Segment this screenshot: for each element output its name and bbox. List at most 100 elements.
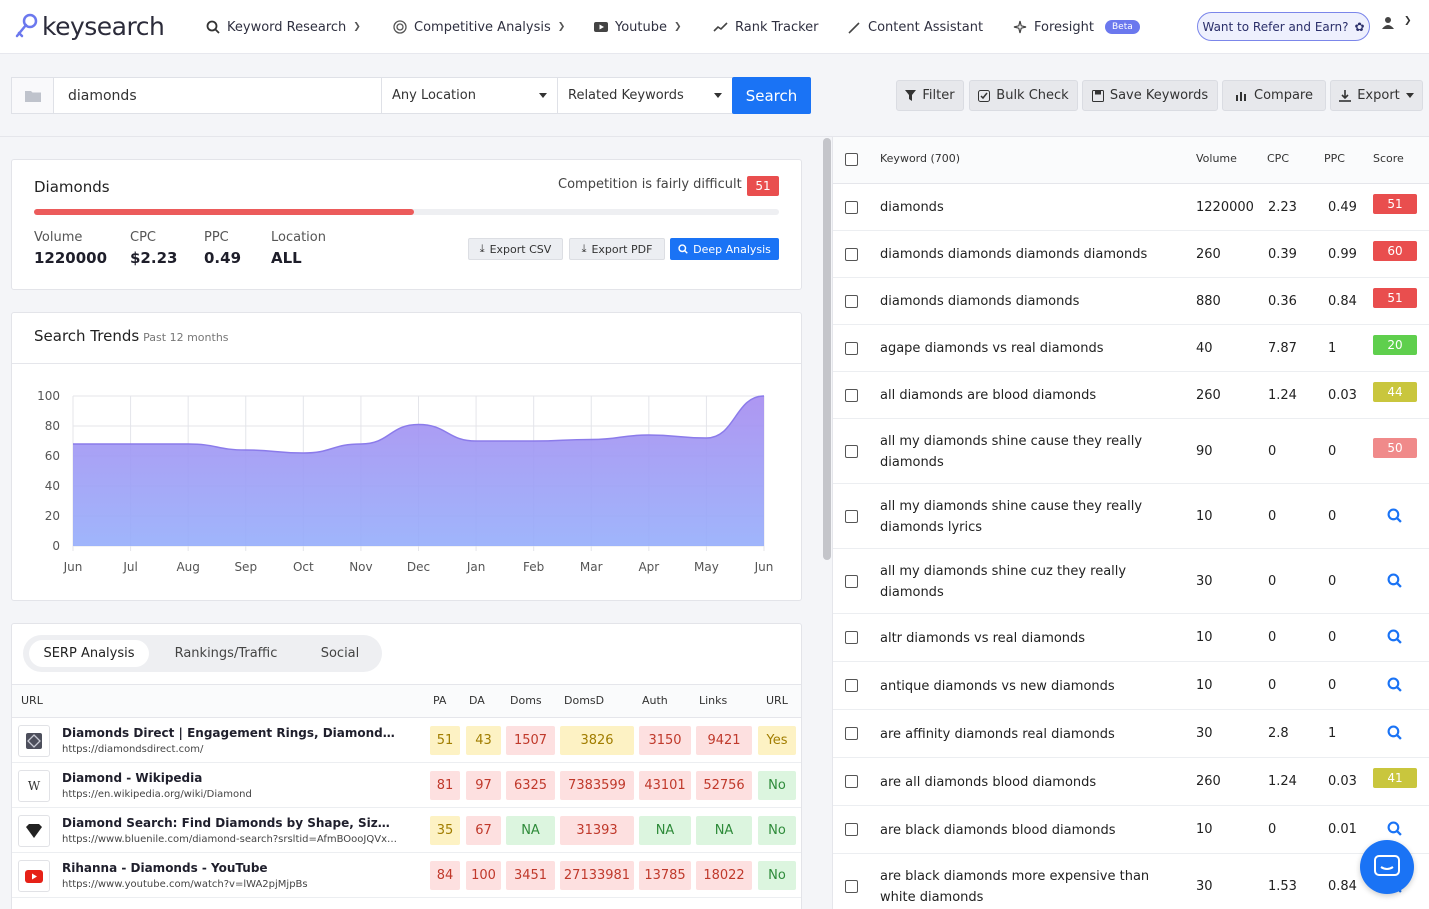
serp-row: Diamonds Direct | Engagement Rings, Diam… <box>12 718 801 763</box>
serp-result-url[interactable]: https://www.youtube.com/watch?v=lWA2pjMj… <box>62 879 308 890</box>
compare-button[interactable]: Compare <box>1222 80 1326 111</box>
keyword-row[interactable]: antique diamonds vs new diamonds 10 0 0 <box>833 662 1429 710</box>
gift-icon: ✿ <box>1354 19 1365 34</box>
serp-result-title[interactable]: Diamond Search: Find Diamonds by Shape, … <box>62 816 397 830</box>
col-keyword[interactable]: Keyword (700) <box>880 152 961 165</box>
row-checkbox[interactable] <box>845 879 858 893</box>
row-checkbox[interactable] <box>845 388 858 402</box>
keyword-text[interactable]: agape diamonds vs real diamonds <box>880 341 1104 356</box>
folder-button[interactable] <box>12 78 54 113</box>
serp-result-url[interactable]: https://diamondsdirect.com/ <box>62 744 204 755</box>
check-score-button[interactable] <box>1387 573 1402 592</box>
tab-social[interactable]: Social <box>320 646 360 661</box>
nav-foresight[interactable]: Foresight Beta <box>1013 0 1140 54</box>
search-icon <box>1387 725 1402 740</box>
app-logo[interactable]: keysearch <box>14 10 165 42</box>
export-pdf-button[interactable]: ⤓ Export PDF <box>569 238 665 260</box>
row-checkbox[interactable] <box>845 509 858 523</box>
keyword-row[interactable]: are black diamonds blood diamonds 10 0 0.01 <box>833 806 1429 854</box>
col-domsd: DomsD <box>564 694 605 707</box>
nav-rank-tracker[interactable]: Rank Tracker <box>713 0 819 54</box>
keyword-text[interactable]: all diamonds are blood diamonds <box>880 388 1097 403</box>
keyword-row[interactable]: diamonds 1220000 2.23 0.49 51 <box>833 184 1429 231</box>
select-all-checkbox[interactable] <box>845 153 858 166</box>
row-checkbox[interactable] <box>845 200 858 214</box>
chat-support-button[interactable] <box>1360 840 1414 894</box>
row-checkbox[interactable] <box>845 294 858 308</box>
x-tick-label: Jan <box>466 560 486 574</box>
col-volume[interactable]: Volume <box>1196 152 1237 165</box>
filter-button[interactable]: Filter <box>896 80 964 111</box>
keyword-text[interactable]: all my diamonds shine cause they really … <box>880 433 1143 470</box>
keyword-text[interactable]: diamonds <box>880 200 944 215</box>
keyword-text[interactable]: all my diamonds shine cause they really … <box>880 498 1143 535</box>
refer-earn-button[interactable]: Want to Refer and Earn? ✿ <box>1197 12 1370 41</box>
nav-youtube[interactable]: Youtube ❯ <box>594 0 682 54</box>
check-score-button[interactable] <box>1387 629 1402 648</box>
user-menu[interactable]: ❯ <box>1382 16 1412 29</box>
serp-result-url[interactable]: https://en.wikipedia.org/wiki/Diamond <box>62 789 252 800</box>
nav-competitive-analysis[interactable]: Competitive Analysis ❯ <box>393 0 565 54</box>
keyword-row[interactable]: agape diamonds vs real diamonds 40 7.87 1 20 <box>833 325 1429 372</box>
search-button[interactable]: Search <box>732 77 811 114</box>
keyword-row[interactable]: are black diamonds more expensive than w… <box>833 854 1429 909</box>
mode-select[interactable]: Related Keywords <box>557 78 732 113</box>
keyword-row[interactable]: all my diamonds shine cause they really … <box>833 484 1429 549</box>
location-select[interactable]: Any Location <box>381 78 557 113</box>
keyword-row[interactable]: diamonds diamonds diamonds diamonds 260 0.… <box>833 231 1429 278</box>
left-panel-scrollbar[interactable] <box>823 138 831 560</box>
keyword-text[interactable]: diamonds diamonds diamonds diamonds <box>880 247 1148 262</box>
keyword-row[interactable]: all my diamonds shine cause they really … <box>833 419 1429 484</box>
tab-rankings-traffic[interactable]: Rankings/Traffic <box>174 646 278 661</box>
col-cpc[interactable]: CPC <box>1267 152 1289 165</box>
keyword-text[interactable]: diamonds diamonds diamonds <box>880 294 1080 309</box>
keyword-text[interactable]: are affinity diamonds real diamonds <box>880 726 1115 742</box>
keyword-row[interactable]: are all diamonds blood diamonds 260 1.24 0.… <box>833 758 1429 806</box>
check-score-button[interactable] <box>1387 677 1402 696</box>
tab-serp-analysis[interactable]: SERP Analysis <box>29 640 149 667</box>
serp-result-title[interactable]: Diamond - Wikipedia <box>62 771 203 785</box>
keyword-row[interactable]: all my diamonds shine cuz they really di… <box>833 549 1429 614</box>
row-checkbox[interactable] <box>845 631 858 644</box>
keyword-text[interactable]: altr diamonds vs real diamonds <box>880 630 1086 646</box>
export-csv-button[interactable]: ⤓ Export CSV <box>468 238 563 260</box>
keyword-score-badge: 51 <box>1373 193 1417 214</box>
keyword-text[interactable]: antique diamonds vs new diamonds <box>880 678 1115 694</box>
bulk-check-button[interactable]: Bulk Check <box>969 80 1078 111</box>
row-checkbox[interactable] <box>845 679 858 692</box>
row-checkbox[interactable] <box>845 247 858 261</box>
row-checkbox[interactable] <box>845 775 858 788</box>
export-pdf-label: Export PDF <box>591 242 653 256</box>
row-checkbox[interactable] <box>845 444 858 458</box>
row-checkbox[interactable] <box>845 823 858 836</box>
check-score-button[interactable] <box>1387 821 1402 840</box>
serp-result-url[interactable]: https://www.bluenile.com/diamond-search?… <box>62 834 397 845</box>
col-pa: PA <box>433 694 447 707</box>
row-checkbox[interactable] <box>845 727 858 740</box>
row-checkbox[interactable] <box>845 341 858 355</box>
keyword-text[interactable]: are black diamonds more expensive than w… <box>880 868 1150 905</box>
keyword-text[interactable]: are all diamonds blood diamonds <box>880 774 1097 790</box>
col-ppc[interactable]: PPC <box>1324 152 1345 165</box>
serp-result-title[interactable]: Diamonds Direct | Engagement Rings, Diam… <box>62 726 397 740</box>
keyword-row[interactable]: altr diamonds vs real diamonds 10 0 0 <box>833 614 1429 662</box>
keyword-text[interactable]: are black diamonds blood diamonds <box>880 822 1116 838</box>
keyword-row[interactable]: diamonds diamonds diamonds 880 0.36 0.84 51 <box>833 278 1429 325</box>
x-tick-label: Jun <box>754 560 774 574</box>
keyword-text[interactable]: all my diamonds shine cuz they really di… <box>880 563 1127 600</box>
check-score-button[interactable] <box>1387 725 1402 744</box>
row-checkbox[interactable] <box>845 574 858 588</box>
keyword-row[interactable]: are affinity diamonds real diamonds 30 2.8… <box>833 710 1429 758</box>
keyword-input[interactable] <box>54 78 381 113</box>
cpc-value: 7.87 <box>1268 340 1297 356</box>
keyword-row[interactable]: all diamonds are blood diamonds 260 1.24 0.… <box>833 372 1429 419</box>
col-score[interactable]: Score <box>1373 152 1404 165</box>
nav-content-assistant[interactable]: Content Assistant <box>848 0 983 54</box>
save-keywords-button[interactable]: Save Keywords <box>1082 80 1218 111</box>
export-button[interactable]: Export <box>1330 80 1423 111</box>
nav-keyword-research[interactable]: Keyword Research ❯ <box>206 0 361 54</box>
serp-result-title[interactable]: Rihanna - Diamonds - YouTube <box>62 861 268 875</box>
check-score-button[interactable] <box>1387 508 1402 527</box>
volume-value: 30 <box>1196 573 1213 589</box>
deep-analysis-button[interactable]: Deep Analysis <box>670 238 779 260</box>
